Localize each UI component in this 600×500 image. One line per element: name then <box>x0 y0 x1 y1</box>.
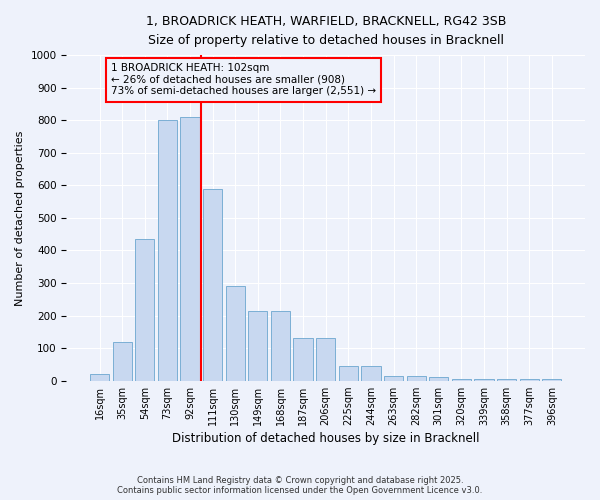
Bar <box>384 376 403 380</box>
Bar <box>226 286 245 380</box>
Bar <box>181 117 200 380</box>
Bar <box>339 366 358 380</box>
Bar <box>90 374 109 380</box>
Bar <box>316 338 335 380</box>
Text: Contains HM Land Registry data © Crown copyright and database right 2025.
Contai: Contains HM Land Registry data © Crown c… <box>118 476 482 495</box>
Bar <box>407 376 426 380</box>
Bar <box>158 120 177 380</box>
Bar <box>520 379 539 380</box>
Bar <box>361 366 380 380</box>
Bar <box>429 378 448 380</box>
Title: 1, BROADRICK HEATH, WARFIELD, BRACKNELL, RG42 3SB
Size of property relative to d: 1, BROADRICK HEATH, WARFIELD, BRACKNELL,… <box>146 15 506 47</box>
Bar <box>475 379 494 380</box>
Bar <box>542 379 562 380</box>
Bar <box>113 342 132 380</box>
Text: 1 BROADRICK HEATH: 102sqm
← 26% of detached houses are smaller (908)
73% of semi: 1 BROADRICK HEATH: 102sqm ← 26% of detac… <box>111 64 376 96</box>
Bar <box>271 310 290 380</box>
Bar <box>248 310 268 380</box>
Bar <box>203 188 222 380</box>
Bar <box>497 379 516 380</box>
Bar <box>452 379 471 380</box>
Bar <box>135 239 154 380</box>
Y-axis label: Number of detached properties: Number of detached properties <box>15 130 25 306</box>
Bar <box>293 338 313 380</box>
X-axis label: Distribution of detached houses by size in Bracknell: Distribution of detached houses by size … <box>172 432 479 445</box>
